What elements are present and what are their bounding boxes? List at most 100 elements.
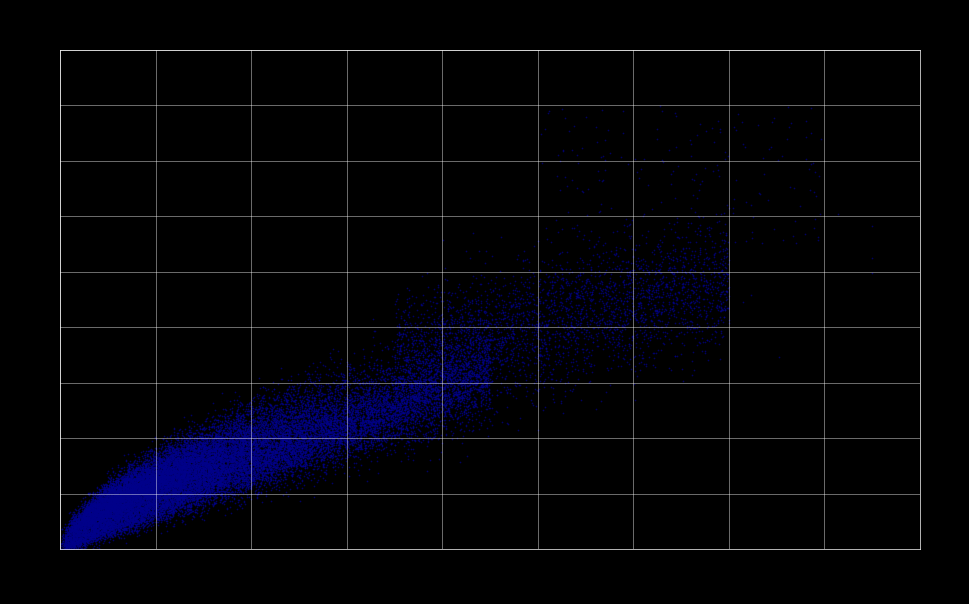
Point bbox=[154, 484, 170, 494]
Point bbox=[200, 460, 215, 470]
Point bbox=[230, 465, 245, 475]
Point bbox=[362, 411, 378, 421]
Point bbox=[246, 429, 262, 439]
Point bbox=[184, 435, 200, 445]
Point bbox=[108, 518, 123, 527]
Point bbox=[102, 515, 117, 524]
Point bbox=[192, 489, 207, 499]
Point bbox=[138, 491, 153, 501]
Point bbox=[233, 434, 248, 444]
Point bbox=[270, 429, 286, 439]
Point bbox=[499, 333, 515, 343]
Point bbox=[101, 531, 116, 541]
Point bbox=[188, 454, 203, 464]
Point bbox=[484, 286, 500, 296]
Point bbox=[126, 509, 141, 519]
Point bbox=[165, 485, 180, 495]
Point bbox=[254, 425, 269, 435]
Point bbox=[282, 484, 297, 494]
Point bbox=[248, 454, 264, 464]
Point bbox=[412, 405, 427, 414]
Point bbox=[262, 418, 277, 428]
Point bbox=[112, 492, 128, 501]
Point bbox=[620, 293, 636, 303]
Point bbox=[289, 426, 304, 435]
Point bbox=[157, 514, 172, 524]
Point bbox=[91, 503, 107, 512]
Point bbox=[148, 501, 164, 510]
Point bbox=[182, 467, 198, 477]
Point bbox=[393, 397, 409, 406]
Point bbox=[235, 442, 251, 451]
Point bbox=[207, 469, 223, 478]
Point bbox=[602, 294, 617, 304]
Point bbox=[290, 384, 305, 393]
Point bbox=[379, 399, 394, 409]
Point bbox=[235, 475, 251, 485]
Point bbox=[393, 341, 409, 350]
Point bbox=[218, 437, 234, 446]
Point bbox=[546, 295, 561, 305]
Point bbox=[376, 394, 391, 403]
Point bbox=[258, 405, 273, 414]
Point bbox=[277, 463, 293, 473]
Point bbox=[200, 451, 215, 461]
Point bbox=[109, 521, 125, 530]
Point bbox=[144, 461, 160, 471]
Point bbox=[191, 472, 206, 482]
Point bbox=[432, 341, 448, 350]
Point bbox=[201, 474, 216, 484]
Point bbox=[105, 504, 120, 514]
Point bbox=[367, 420, 383, 430]
Point bbox=[249, 429, 265, 439]
Point bbox=[708, 327, 724, 336]
Point bbox=[233, 470, 248, 480]
Point bbox=[83, 525, 99, 535]
Point bbox=[163, 488, 178, 498]
Point bbox=[392, 387, 408, 397]
Point bbox=[98, 507, 113, 516]
Point bbox=[139, 505, 154, 515]
Point bbox=[162, 457, 177, 467]
Point bbox=[664, 298, 679, 308]
Point bbox=[190, 456, 205, 466]
Point bbox=[387, 440, 402, 450]
Point bbox=[261, 473, 276, 483]
Point bbox=[104, 497, 119, 507]
Point bbox=[638, 314, 653, 324]
Point bbox=[100, 491, 115, 501]
Point bbox=[229, 452, 244, 461]
Point bbox=[172, 475, 188, 484]
Point bbox=[232, 397, 247, 406]
Point bbox=[167, 463, 182, 472]
Point bbox=[435, 318, 451, 328]
Point bbox=[136, 509, 151, 519]
Point bbox=[86, 500, 102, 510]
Point bbox=[141, 506, 157, 515]
Point bbox=[94, 513, 109, 522]
Point bbox=[104, 501, 119, 510]
Point bbox=[57, 534, 73, 544]
Point bbox=[177, 444, 193, 454]
Point bbox=[165, 506, 180, 516]
Point bbox=[386, 402, 401, 412]
Point bbox=[112, 488, 128, 498]
Point bbox=[575, 187, 590, 197]
Point bbox=[81, 506, 97, 515]
Point bbox=[99, 513, 114, 522]
Point bbox=[174, 512, 190, 521]
Point bbox=[269, 415, 285, 425]
Point bbox=[100, 502, 115, 512]
Point bbox=[531, 296, 547, 306]
Point bbox=[245, 452, 261, 462]
Point bbox=[489, 353, 505, 362]
Point bbox=[426, 394, 442, 404]
Point bbox=[238, 465, 254, 475]
Point bbox=[342, 451, 358, 460]
Point bbox=[157, 473, 172, 483]
Point bbox=[165, 467, 180, 477]
Point bbox=[181, 470, 197, 480]
Point bbox=[90, 528, 106, 538]
Point bbox=[100, 496, 115, 506]
Point bbox=[143, 462, 159, 472]
